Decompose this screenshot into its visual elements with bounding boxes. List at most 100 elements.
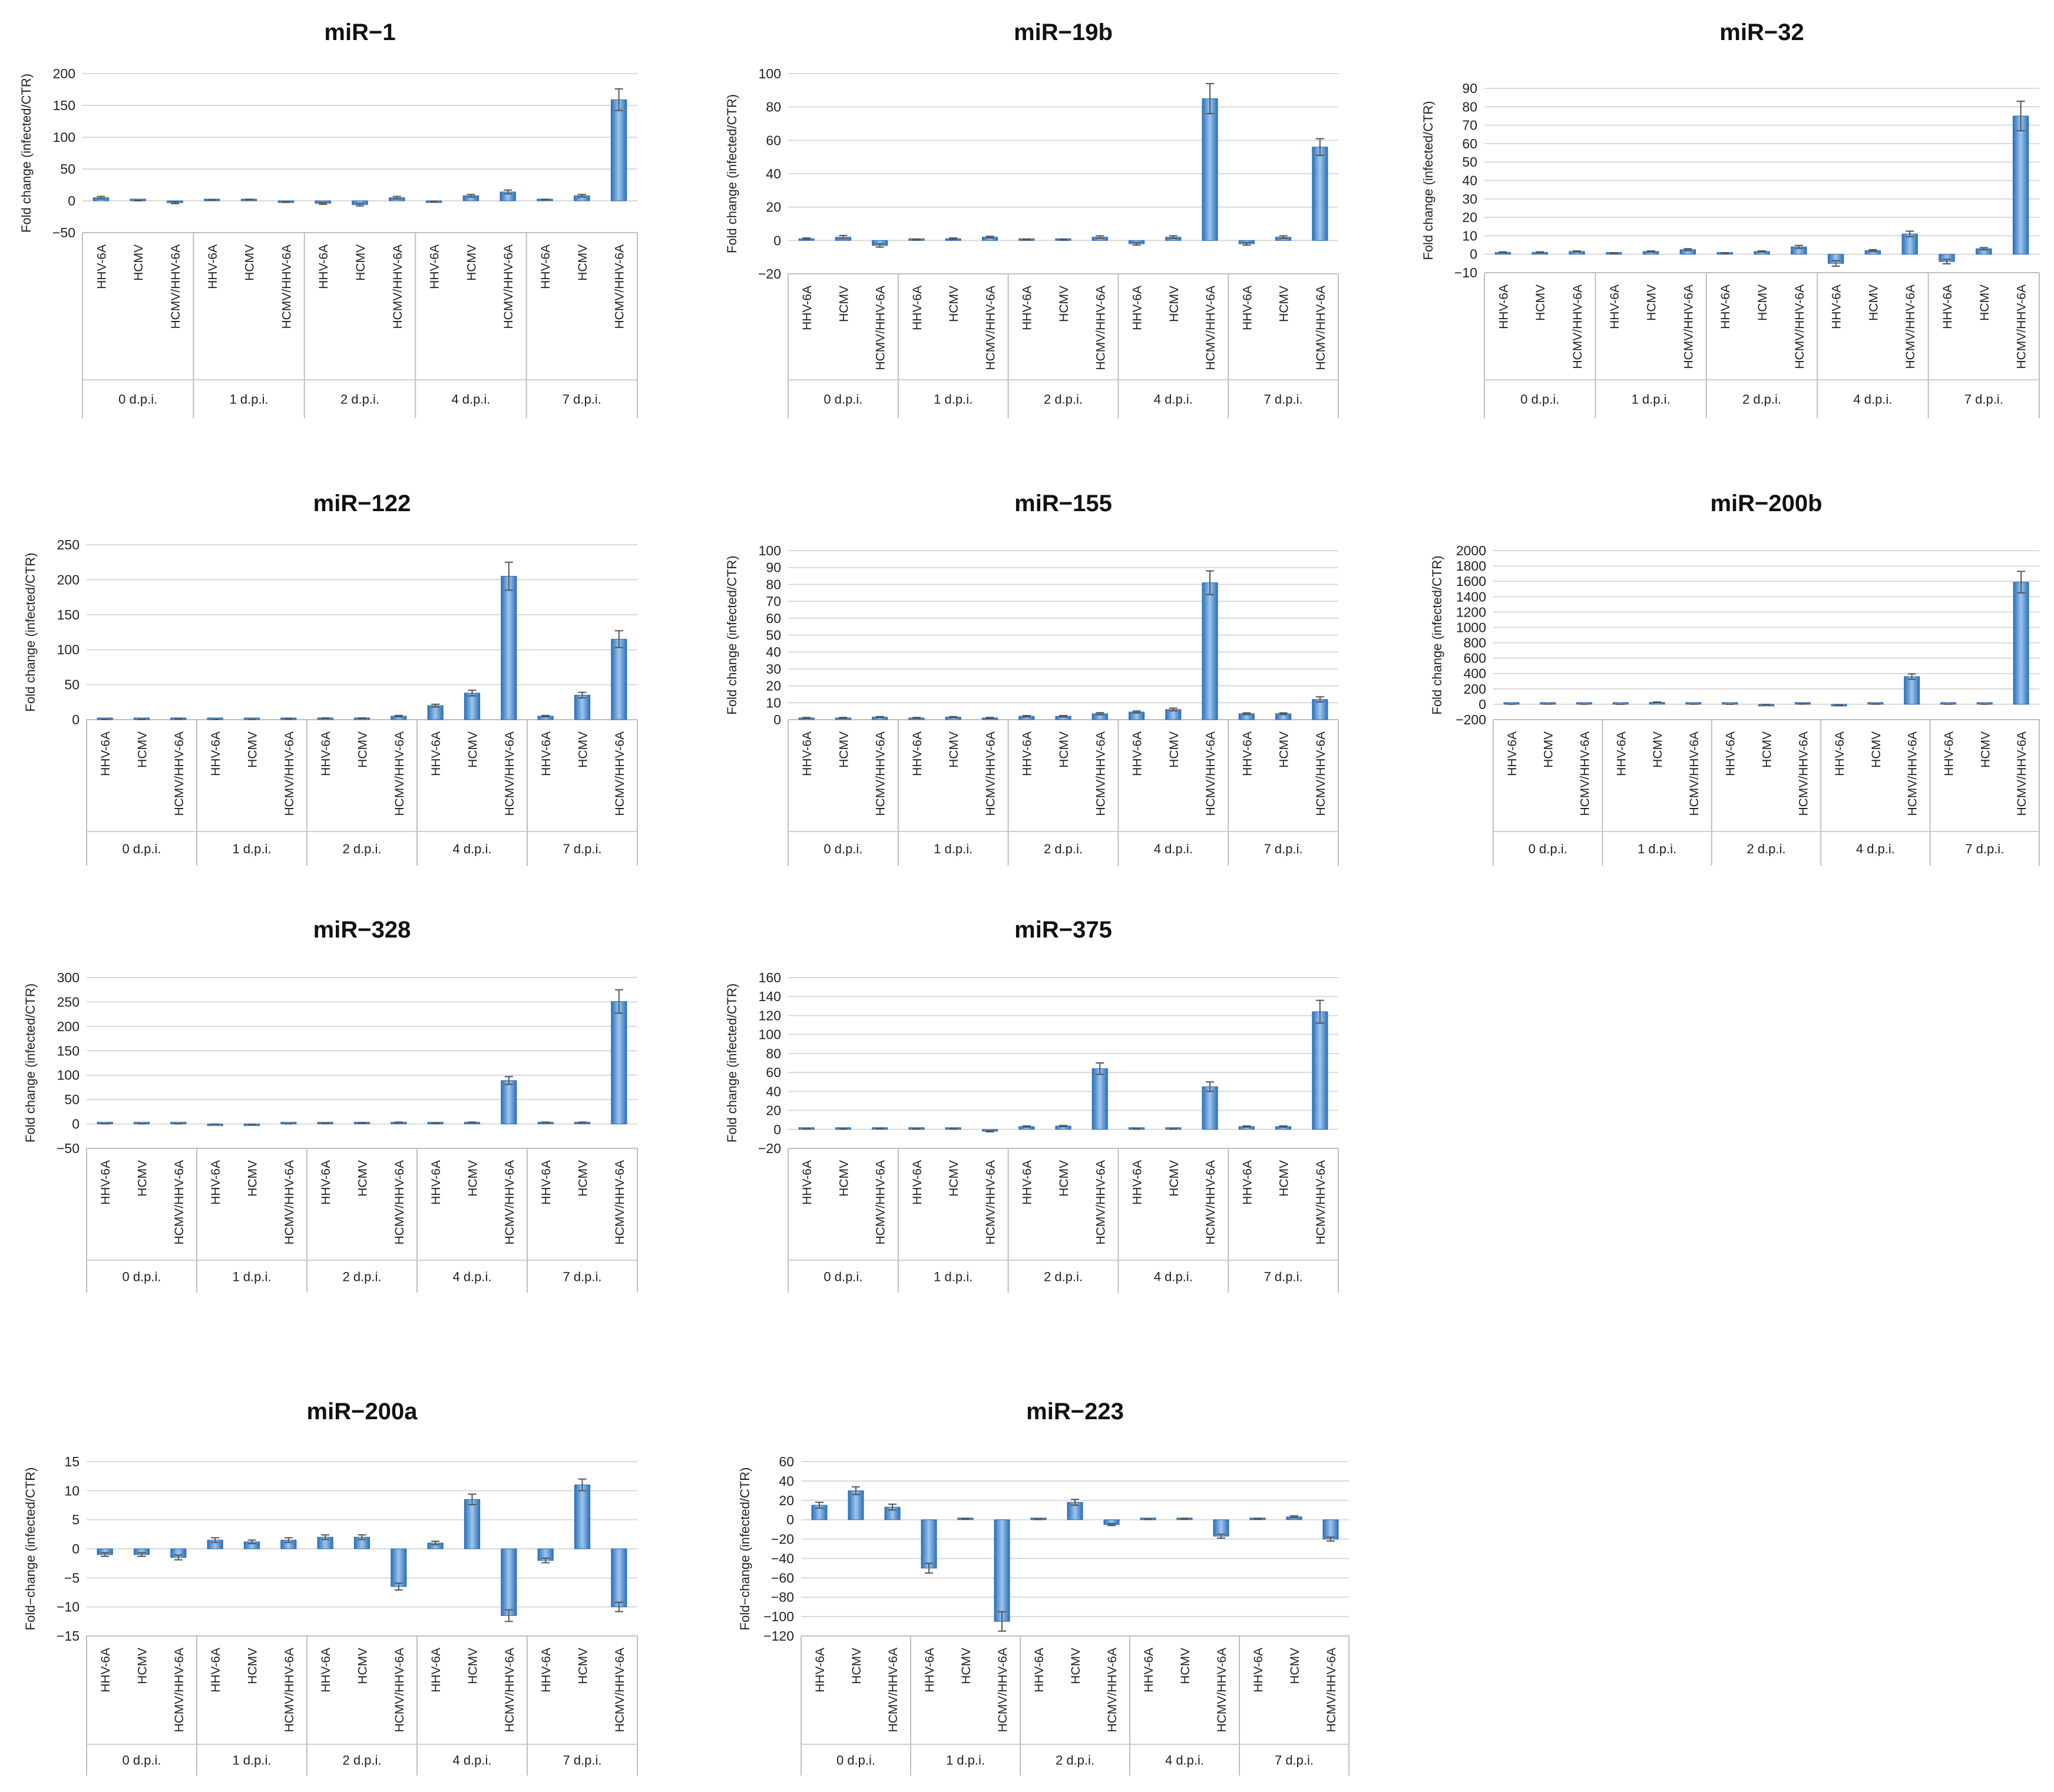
bar [1312,699,1328,720]
category-label: HCMV [1534,284,1547,321]
group-label: 7 d.p.i. [1264,392,1303,407]
group-label: 2 d.p.i. [342,842,381,856]
y-tick-label: 1800 [1456,558,1486,574]
y-tick-label: 600 [1464,651,1486,666]
y-tick-label: 30 [1462,191,1477,207]
group-label: 0 d.p.i. [823,842,862,856]
category-label: HCMV/HHV-6A [1215,1648,1229,1733]
category-label: HCMV [467,1160,480,1197]
group-label: 4 d.p.i. [1154,1270,1193,1284]
category-label: HCMV/HHV-6A [1904,284,1917,369]
group-label: 2 d.p.i. [1044,842,1083,856]
category-label: HHV-6A [429,731,443,776]
y-tick-label: −40 [771,1551,794,1566]
y-tick-label: 50 [64,1092,80,1107]
group-label: 1 d.p.i. [230,392,269,407]
category-label: HCMV/HHV-6A [874,1160,888,1245]
y-tick-label: 100 [57,642,80,657]
chart-title: miR−375 [1014,917,1112,943]
category-label: HCMV/HHV-6A [503,1160,517,1245]
bar [501,575,517,720]
category-label: HCMV [576,244,590,281]
y-tick-label: 40 [766,1084,781,1099]
category-label: HHV-6A [801,286,814,330]
y-tick-label: −100 [763,1609,794,1624]
bar [1202,1086,1218,1130]
y-tick-label: 2000 [1456,543,1486,558]
category-label: HCMV [947,731,961,768]
chart-title: miR−223 [1026,1399,1124,1425]
category-label: HCMV/HHV-6A [1094,1160,1107,1245]
category-label: HCMV [1867,284,1880,321]
y-axis-title: Fold change (infected/CTR) [23,983,38,1142]
chart-7: miR−328 −50 0 50 100 150 200 250 300 Fold change … [23,917,638,1293]
y-tick-label: 100 [759,1027,781,1042]
group-label: 1 d.p.i. [934,842,973,856]
category-label: HHV-6A [1497,284,1510,329]
category-label: HHV-6A [1241,286,1254,330]
y-tick-label: −10 [57,1599,80,1615]
group-label: 4 d.p.i. [1154,842,1193,856]
y-tick-label: 0 [68,193,75,208]
category-label: HHV-6A [319,731,333,776]
category-label: HCMV [1651,731,1665,768]
y-tick-label: 0 [786,1512,794,1528]
category-label: HHV-6A [429,1160,443,1205]
bar [1213,1519,1229,1537]
y-tick-label: 400 [1464,666,1486,681]
category-label: HCMV/HHV-6A [874,731,888,816]
category-label: HCMV/HHV-6A [173,1648,186,1733]
category-label: HCMV/HHV-6A [173,1160,186,1245]
y-tick-label: 80 [766,577,781,592]
category-label: HHV-6A [1131,731,1145,776]
bar [921,1519,937,1569]
category-label: HHV-6A [319,1648,333,1692]
category-label: HHV-6A [1131,286,1145,330]
chart-10: miR−223 −120 −100 −80 −60 −40 −20 0 20 40 60 Fold−c… [737,1399,1350,1776]
y-axis-title: Fold change (infected/CTR) [1421,101,1436,260]
y-tick-label: 0 [773,712,781,727]
bar [464,693,481,720]
category-label: HCMV [960,1648,973,1684]
category-label: HCMV [354,244,368,281]
bar [1202,98,1218,241]
category-label: HCMV/HHV-6A [984,1160,997,1245]
category-label: HCMV/HHV-6A [1682,284,1695,369]
category-label: HHV-6A [911,286,924,330]
bar [1322,1519,1339,1540]
category-label: HCMV [577,1160,590,1197]
category-label: HHV-6A [428,244,442,289]
y-tick-label: −20 [758,1141,781,1156]
category-label: HCMV/HHV-6A [173,731,186,816]
y-tick-label: 80 [766,100,781,115]
y-tick-label: 30 [766,661,781,677]
group-label: 4 d.p.i. [1853,392,1892,407]
category-label: HHV-6A [209,731,223,776]
category-label: HCMV [1057,1160,1071,1197]
y-tick-label: 10 [1462,228,1477,243]
y-tick-label: −5 [64,1570,80,1585]
y-tick-label: 40 [779,1473,794,1489]
category-label: HCMV/HHV-6A [283,1648,296,1733]
chart-title: miR−328 [313,917,411,943]
y-tick-label: 150 [57,607,80,622]
category-label: HCMV [1288,1648,1302,1684]
category-label: HHV-6A [95,244,108,289]
category-label: HCMV/HHV-6A [1204,731,1218,816]
category-label: HCMV [1278,286,1291,322]
category-label: HHV-6A [911,731,924,776]
category-label: HHV-6A [1830,284,1844,329]
y-tick-label: 0 [72,1117,80,1132]
category-label: HHV-6A [206,244,220,289]
y-tick-label: 20 [1462,210,1477,225]
group-label: 2 d.p.i. [340,392,379,407]
y-tick-label: 70 [1462,118,1477,133]
y-tick-label: 80 [766,1046,781,1061]
bar [1904,676,1920,705]
category-label: HHV-6A [1241,1160,1254,1205]
group-label: 2 d.p.i. [1742,392,1781,407]
y-tick-label: 200 [57,572,80,587]
group-label: 0 d.p.i. [122,1270,161,1284]
category-label: HCMV/HHV-6A [1579,731,1592,816]
y-tick-label: 1400 [1456,589,1486,604]
